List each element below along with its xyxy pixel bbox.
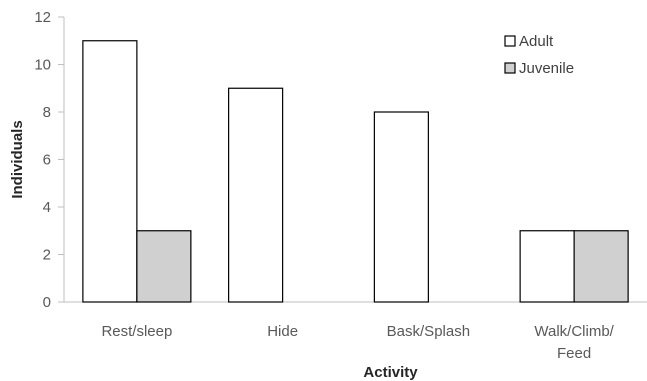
legend-swatch-adult [504, 35, 516, 47]
x-category-label: Hide [267, 323, 298, 340]
y-tick-label: 10 [34, 57, 51, 74]
bar-juvenile-3 [573, 230, 629, 303]
legend: Adult Juvenile [504, 33, 574, 77]
x-category-label: Rest/sleep [101, 323, 172, 340]
y-tick-label: 0 [43, 294, 51, 311]
y-tick-label: 12 [34, 9, 51, 26]
x-axis-title: Activity [363, 364, 418, 381]
x-category-label: Walk/Climb/Feed [534, 323, 614, 362]
bars [82, 40, 629, 303]
y-tick-label: 6 [43, 152, 51, 169]
legend-label-adult: Adult [519, 33, 554, 50]
bar-juvenile-0 [136, 230, 192, 303]
bar-adult-3 [519, 230, 575, 303]
legend-swatch-juvenile [504, 62, 516, 74]
y-tick-label: 2 [43, 247, 51, 264]
x-axis-categories: Rest/sleep Hide Bask/Splash Walk/Climb/Feed [101, 323, 614, 362]
y-tick-label: 4 [43, 199, 51, 216]
y-axis-ticks: 0 2 4 6 8 10 12 [34, 9, 64, 311]
legend-label-juvenile: Juvenile [519, 60, 574, 77]
x-category-label: Bask/Splash [387, 323, 470, 340]
y-axis-title: Individuals [9, 120, 26, 198]
bar-adult-0 [82, 40, 138, 303]
bar-adult-2 [373, 111, 429, 303]
y-tick-label: 8 [43, 104, 51, 121]
bar-adult-1 [228, 87, 284, 303]
